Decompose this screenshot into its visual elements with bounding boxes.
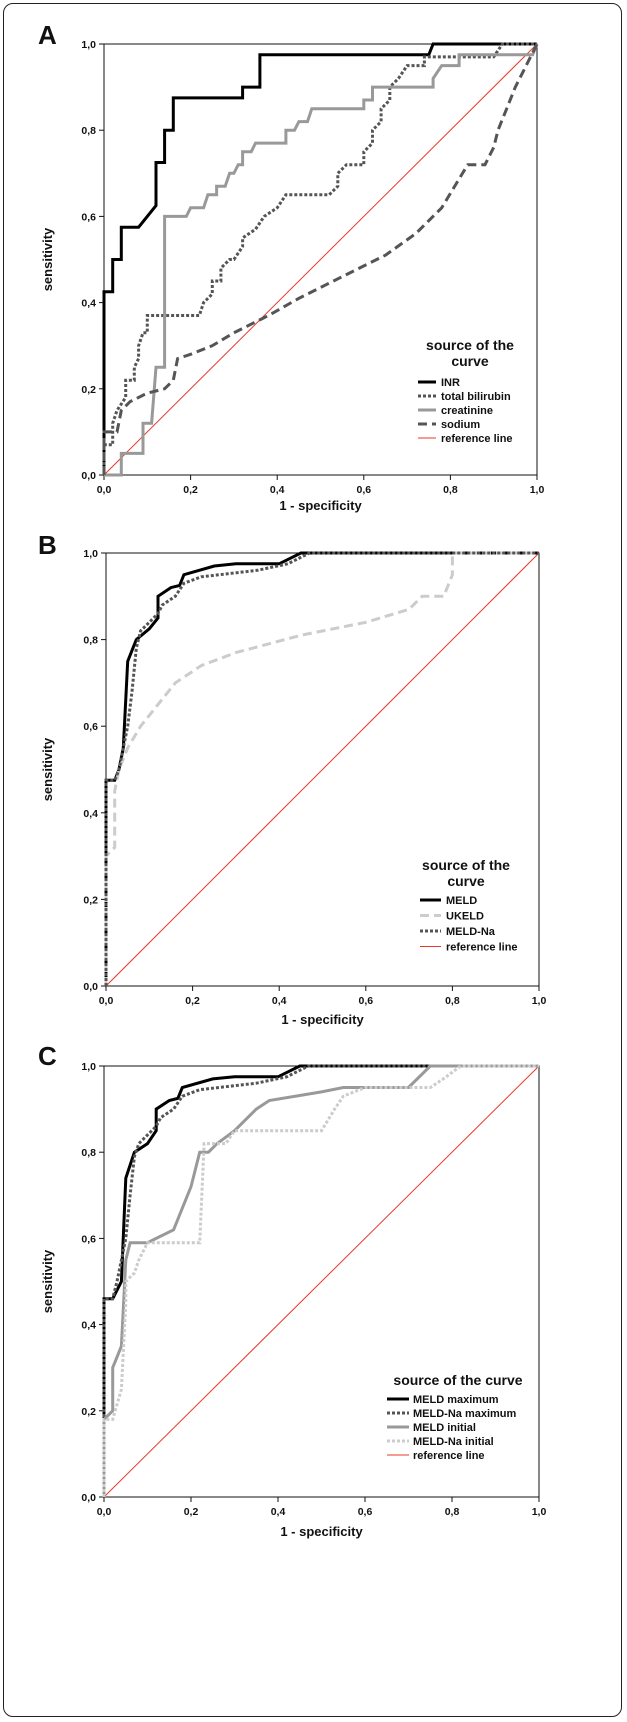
- x-axis-title: 1 - specificity: [280, 1524, 363, 1539]
- y-tick-label: 0,6: [81, 1233, 96, 1245]
- legend-item-label: MELD-Na: [446, 926, 496, 938]
- y-tick-label: 0,0: [81, 470, 96, 482]
- legend-item-label: sodium: [441, 419, 480, 431]
- series-line-ukeld: [104, 551, 539, 986]
- x-axis-title: 1 - specificity: [281, 1012, 364, 1027]
- y-tick-label: 0,8: [81, 1147, 96, 1159]
- figure-border: [3, 3, 622, 1717]
- legend-item-label: UKELD: [446, 911, 484, 923]
- series-line-reference-line: [103, 1065, 540, 1498]
- y-tick-label: 0,4: [81, 1320, 96, 1332]
- y-tick-label: 0,8: [83, 635, 98, 647]
- legend-title: source of the: [422, 857, 510, 873]
- legend-item-label: MELD maximum: [413, 1394, 499, 1406]
- x-tick-label: 0,0: [97, 484, 112, 496]
- y-axis-title: sensitivity: [40, 1249, 55, 1313]
- legend-item-label: reference line: [413, 1450, 485, 1462]
- series-line-meld-na-initial: [102, 1064, 539, 1497]
- y-tick-label: 0,6: [81, 211, 96, 223]
- x-tick-label: 0,6: [356, 484, 371, 496]
- y-tick-label: 0,2: [81, 1406, 96, 1418]
- series-line-creatinine: [104, 43, 539, 477]
- x-tick-label: 0,8: [445, 995, 460, 1007]
- x-tick-label: 0,2: [185, 995, 200, 1007]
- x-tick-label: 0,4: [271, 1506, 286, 1518]
- y-axis-title: sensitivity: [40, 227, 55, 291]
- x-tick-label: 0,0: [99, 995, 114, 1007]
- y-tick-label: 0,0: [83, 981, 98, 993]
- y-tick-label: 1,0: [81, 1061, 96, 1073]
- roc-panel-c: C 0,0 0,2 0,4 0,6 0,8 1,0 0,0 0,2 0,4 0,6 0,8 1,0 1 -…: [38, 1041, 546, 1539]
- legend: source of the curve MELD maximum MELD-Na m…: [387, 1372, 523, 1462]
- legend-item-label: INR: [441, 377, 460, 389]
- legend-item-label: MELD initial: [413, 1422, 476, 1434]
- legend-item-label: MELD: [446, 895, 477, 907]
- y-tick-label: 0,4: [81, 298, 96, 310]
- y-tick-label: 0,4: [83, 808, 98, 820]
- x-tick-label: 0,6: [358, 995, 373, 1007]
- x-tick-label: 0,8: [443, 484, 458, 496]
- y-tick-label: 1,0: [81, 39, 96, 51]
- legend-item-label: MELD-Na maximum: [413, 1408, 517, 1420]
- legend-item-label: total bilirubin: [441, 391, 511, 403]
- legend-item-label: reference line: [441, 433, 513, 445]
- y-tick-label: 0,0: [81, 1492, 96, 1504]
- roc-panel-b: B 0,0 0,2 0,4 0,6 0,8 1,0 0,0 0,2 0,4 0,6 0,8 1,0 1 -…: [38, 530, 546, 1027]
- y-tick-label: 0,6: [83, 721, 98, 733]
- roc-panel-a: A 0,0 0,2 0,4 0,6 0,8 1,0 0,0 0,2 0,4 0,6 0,8 1,0 1 -…: [38, 20, 544, 513]
- series-line-reference-line: [105, 552, 540, 987]
- series-line-inr: [102, 42, 537, 475]
- x-tick-label: 1,0: [532, 995, 547, 1007]
- legend-title: source of the: [426, 337, 514, 353]
- y-tick-label: 0,2: [81, 384, 96, 396]
- series-line-meld-maximum: [102, 1064, 539, 1497]
- y-tick-label: 1,0: [83, 548, 98, 560]
- series-line-meld-na: [104, 551, 539, 986]
- y-axis-title: sensitivity: [40, 737, 55, 801]
- y-tick-label: 0,8: [81, 125, 96, 137]
- legend-title: source of the curve: [393, 1372, 522, 1388]
- x-tick-label: 0,8: [445, 1506, 460, 1518]
- panel-letter: A: [38, 20, 57, 50]
- panel-letter: C: [38, 1041, 57, 1071]
- series-line-sodium: [102, 43, 539, 475]
- series-line-reference-line: [103, 43, 538, 476]
- legend-title: curve: [447, 873, 485, 889]
- x-tick-label: 0,2: [183, 484, 198, 496]
- series-line-meld-na-maximum: [102, 1064, 539, 1497]
- y-tick-label: 0,2: [83, 894, 98, 906]
- legend-item-label: creatinine: [441, 405, 493, 417]
- x-tick-label: 0,4: [270, 484, 285, 496]
- plot-frame: [103, 43, 538, 476]
- series-line-meld-initial: [102, 1064, 539, 1497]
- x-tick-label: 1,0: [530, 484, 545, 496]
- x-tick-label: 1,0: [532, 1506, 547, 1518]
- x-tick-label: 0,0: [97, 1506, 112, 1518]
- x-tick-label: 0,6: [358, 1506, 373, 1518]
- x-tick-label: 0,4: [272, 995, 287, 1007]
- legend-title: curve: [451, 353, 489, 369]
- legend-item-label: reference line: [446, 942, 518, 954]
- x-tick-label: 0,2: [184, 1506, 199, 1518]
- x-axis-title: 1 - specificity: [279, 498, 362, 513]
- panel-letter: B: [38, 530, 57, 560]
- legend-item-label: MELD-Na initial: [413, 1436, 494, 1448]
